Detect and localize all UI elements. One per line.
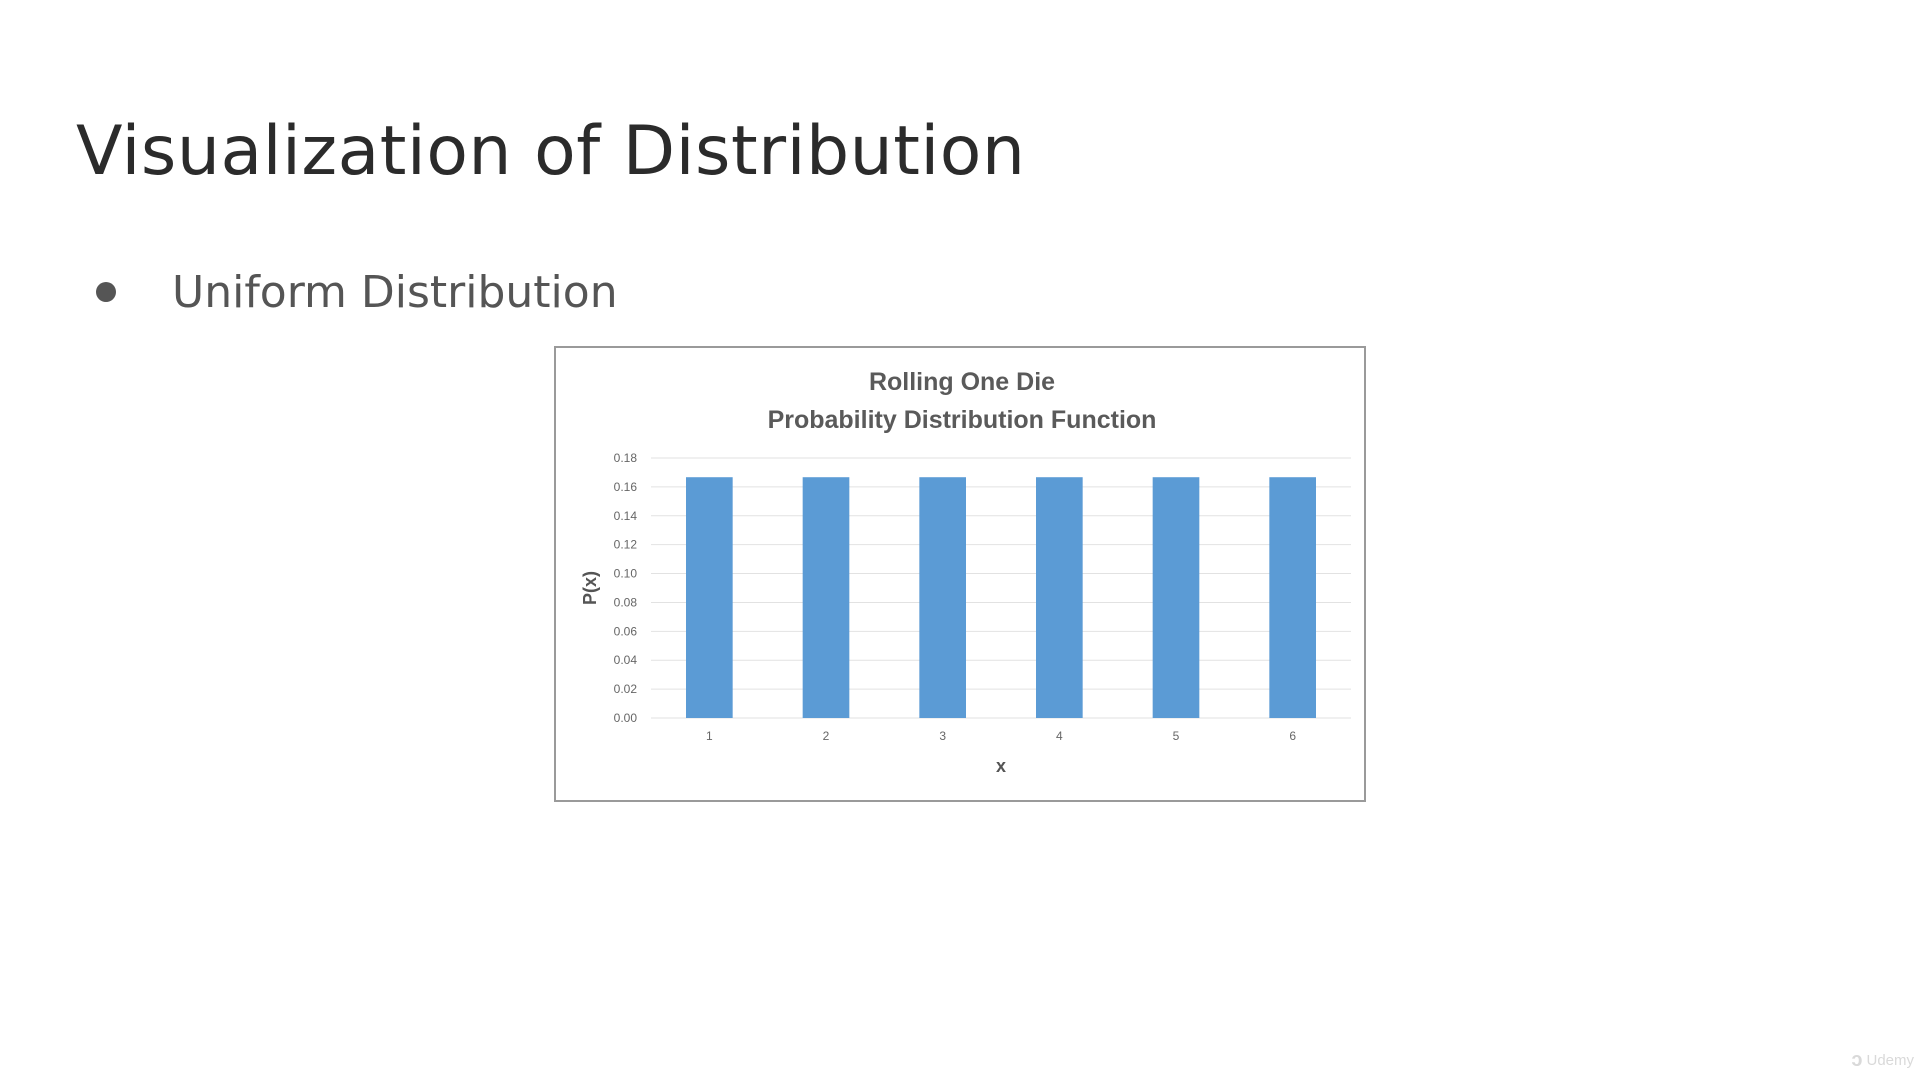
x-axis-title: x	[996, 756, 1006, 776]
y-axis-title: P(x)	[580, 571, 600, 605]
x-tick-label: 1	[706, 729, 713, 743]
x-tick-label: 6	[1289, 729, 1296, 743]
x-tick-label: 5	[1173, 729, 1180, 743]
y-tick-label: 0.10	[614, 567, 638, 581]
bar	[686, 477, 733, 718]
x-tick-label: 3	[939, 729, 946, 743]
udemy-watermark: ↄ Udemy	[1851, 1049, 1914, 1072]
bar	[1036, 477, 1083, 718]
y-tick-label: 0.00	[614, 711, 638, 725]
chart-title-line: Probability Distribution Function	[768, 406, 1157, 434]
watermark-text: Udemy	[1866, 1052, 1914, 1069]
bar	[1152, 477, 1200, 718]
chart-frame: Rolling One Die Probability Distribution …	[554, 346, 1366, 802]
udemy-logo-icon: ↄ	[1851, 1049, 1863, 1071]
x-tick-label: 2	[823, 729, 830, 743]
y-tick-label: 0.02	[614, 682, 638, 696]
chart-title-line: Rolling One Die	[869, 368, 1055, 396]
bullet-dot-icon	[96, 282, 116, 302]
bar	[919, 477, 966, 718]
y-tick-label: 0.08	[614, 595, 638, 609]
y-tick-label: 0.12	[614, 538, 638, 552]
bar	[802, 477, 850, 718]
y-tick-label: 0.06	[614, 624, 638, 638]
y-tick-label: 0.16	[614, 480, 638, 494]
x-tick-label: 4	[1056, 729, 1063, 743]
slide-title: Visualization of Distribution	[76, 112, 1026, 191]
y-tick-label: 0.14	[614, 509, 638, 523]
bar-chart: Rolling One Die Probability Distribution …	[580, 368, 1351, 776]
y-tick-label: 0.18	[614, 451, 638, 465]
bar	[1269, 477, 1316, 718]
bullet-item: Uniform Distribution	[96, 262, 618, 322]
bullet-text: Uniform Distribution	[172, 266, 618, 318]
y-tick-label: 0.04	[614, 653, 638, 667]
